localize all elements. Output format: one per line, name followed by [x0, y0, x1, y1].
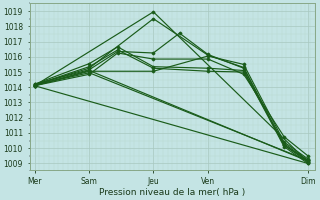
X-axis label: Pression niveau de la mer( hPa ): Pression niveau de la mer( hPa ) — [99, 188, 245, 197]
